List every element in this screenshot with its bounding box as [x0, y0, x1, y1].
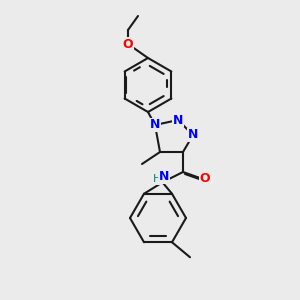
Text: N: N	[150, 118, 160, 131]
Text: O: O	[200, 172, 210, 185]
Text: N: N	[188, 128, 198, 142]
Text: N: N	[159, 170, 169, 184]
Text: O: O	[123, 38, 133, 50]
Text: H: H	[153, 174, 161, 184]
Text: N: N	[173, 113, 183, 127]
